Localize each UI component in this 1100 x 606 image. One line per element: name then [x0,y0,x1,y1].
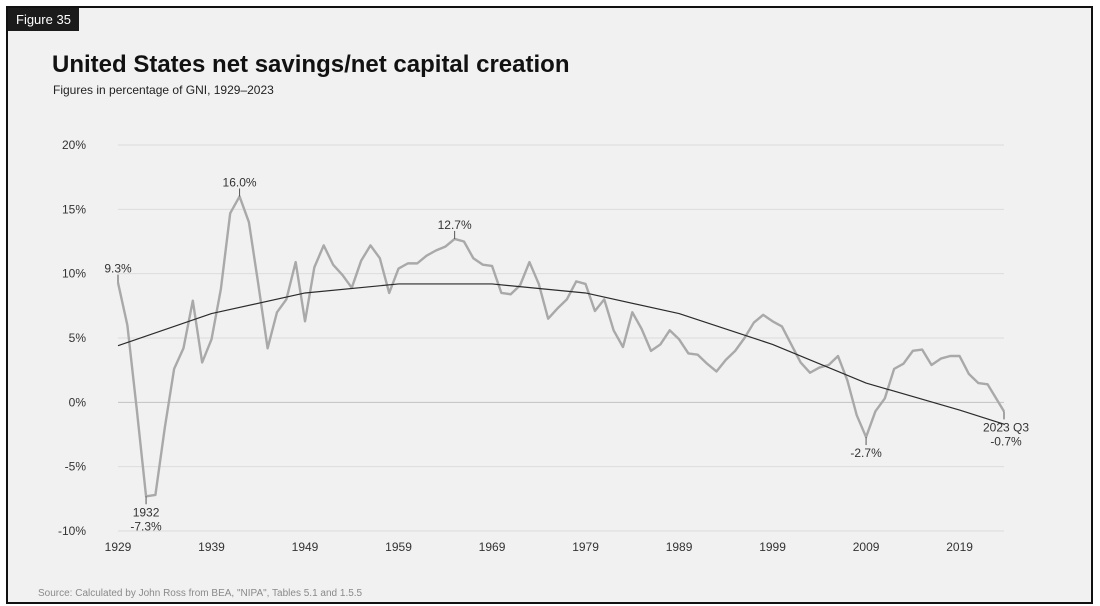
x-tick-label: 1959 [385,540,412,554]
series-line-net-savings [116,195,1006,498]
y-tick-label: 20% [62,138,86,152]
y-tick-label: 15% [62,202,86,216]
x-tick-label: 2009 [853,540,880,554]
x-tick-label: 2019 [946,540,973,554]
chart-subtitle: Figures in percentage of GNI, 1929–2023 [53,83,274,97]
figure-tag: Figure 35 [8,8,79,31]
x-tick-label: 1929 [105,540,132,554]
y-tick-label: -5% [65,460,87,474]
x-tick-label: 1949 [292,540,319,554]
x-tick-label: 1939 [198,540,225,554]
data-label: -0.7% [990,434,1022,448]
figure-frame: Figure 35 United States net savings/net … [6,6,1093,604]
x-tick-label: 1999 [759,540,786,554]
y-tick-label: -10% [58,524,86,538]
data-label: 9.3% [104,262,132,276]
data-label: -7.3% [130,519,162,533]
y-tick-label: 0% [69,395,87,409]
data-label: -2.7% [850,446,882,460]
y-tick-label: 10% [62,267,86,281]
x-tick-label: 1969 [479,540,506,554]
series-line-trend [117,283,1005,425]
chart-title: United States net savings/net capital cr… [52,51,570,78]
data-label: 12.7% [438,218,472,232]
line-chart: 20% 15% 10% 5% 0% -5% -10% 1929 1939 1949 1959 1969… [58,138,1029,554]
y-tick-label: 5% [69,331,87,345]
data-label: 1932 [133,505,160,519]
x-tick-label: 1989 [666,540,693,554]
x-tick-label: 1979 [572,540,599,554]
data-label: 16.0% [223,175,257,189]
data-label: 2023 Q3 [983,420,1029,434]
source-note: Source: Calculated by John Ross from BEA… [38,588,363,599]
